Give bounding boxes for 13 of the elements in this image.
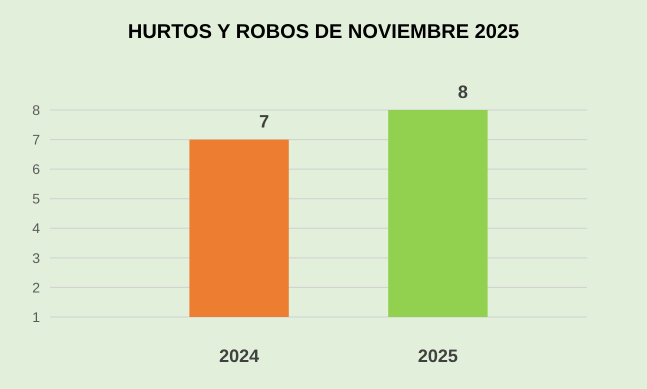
x-tick-label: 2025 bbox=[418, 346, 458, 366]
y-tick-label: 2 bbox=[32, 279, 40, 296]
chart-title: HURTOS Y ROBOS DE NOVIEMBRE 2025 bbox=[128, 21, 520, 43]
data-label: 7 bbox=[259, 112, 270, 132]
y-tick-label: 4 bbox=[32, 220, 40, 236]
y-tick-label: 5 bbox=[32, 190, 40, 207]
y-tick-label: 1 bbox=[32, 308, 40, 325]
y-tick-label: 7 bbox=[32, 131, 40, 148]
y-tick-label: 8 bbox=[32, 102, 40, 118]
y-tick-label: 3 bbox=[32, 250, 40, 266]
data-label: 8 bbox=[458, 82, 468, 102]
x-tick-label: 2024 bbox=[219, 346, 260, 366]
y-tick-label: 6 bbox=[32, 161, 40, 178]
